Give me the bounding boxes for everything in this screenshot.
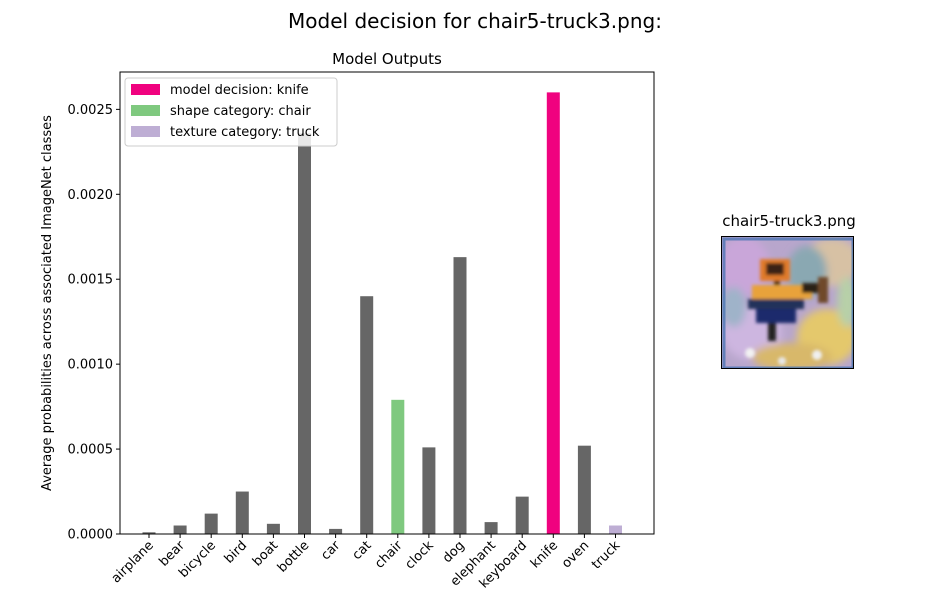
bar-knife	[546, 92, 560, 534]
bar-dog	[453, 257, 467, 534]
x-tick-label-airplane: airplane	[109, 538, 157, 586]
bar-bottle	[298, 133, 311, 534]
bar-elephant	[484, 522, 498, 534]
plot-frame	[119, 71, 655, 535]
y-tick-label: 0.0025	[68, 103, 114, 118]
legend-label-shape: shape category: chair	[170, 104, 311, 119]
bar-boat	[266, 523, 280, 534]
bar-bird	[235, 491, 249, 534]
x-tick-label-bird: bird	[222, 538, 250, 566]
x-tick-label-chair: chair	[372, 538, 406, 572]
thumbnail-title: chair5-truck3.png	[722, 212, 856, 230]
legend-label-decision: model decision: knife	[170, 83, 309, 98]
bar-chair	[391, 399, 405, 534]
legend-box	[124, 77, 338, 147]
bar-bicycle	[204, 513, 218, 534]
x-tick-label-knife: knife	[528, 538, 561, 571]
x-tick-label-truck: truck	[589, 538, 624, 573]
x-tick-label-car: car	[318, 538, 344, 564]
bar-cat	[360, 296, 374, 534]
legend-label-texture: texture category: truck	[170, 125, 320, 140]
y-tick-label: 0.0010	[68, 358, 114, 373]
bar-airplane	[142, 532, 156, 534]
bar-keyboard	[515, 496, 529, 534]
stimulus-thumbnail	[721, 236, 854, 369]
y-axis: 0.0000 0.0005 0.0010 0.0015 0.0020 0.0025	[68, 103, 120, 543]
legend-swatch-decision	[131, 84, 160, 95]
y-tick-label: 0.0015	[68, 273, 114, 288]
bar-bear	[173, 525, 187, 534]
bar-car	[329, 528, 343, 534]
legend: model decision: knife shape category: cha…	[124, 77, 338, 147]
stimulus-image	[722, 237, 853, 368]
y-tick-label: 0.0000	[68, 528, 114, 543]
x-tick-label-bottle: bottle	[275, 538, 312, 575]
legend-swatch-shape	[131, 105, 160, 116]
y-axis-label: Average probabilities across associated …	[40, 115, 55, 491]
x-tick-label-oven: oven	[559, 538, 592, 571]
x-tick-label-clock: clock	[403, 538, 438, 573]
x-tick-label-cat: cat	[350, 538, 375, 563]
bar-clock	[422, 447, 436, 535]
y-tick-label: 0.0020	[68, 188, 114, 203]
figure-suptitle: Model decision for chair5-truck3.png:	[288, 9, 662, 33]
bar-oven	[577, 445, 591, 534]
legend-swatch-texture	[131, 126, 160, 137]
y-tick-label: 0.0005	[68, 443, 114, 458]
chart-title: Model Outputs	[332, 50, 442, 68]
bar-truck	[609, 525, 622, 534]
bars-group	[142, 92, 622, 535]
